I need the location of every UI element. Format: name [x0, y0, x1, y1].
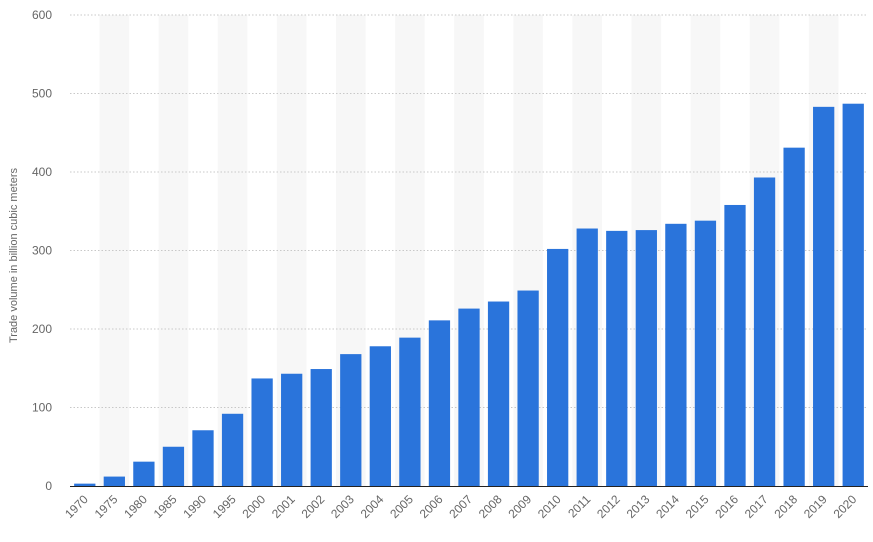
- x-tick-label: 2008: [476, 492, 505, 521]
- bar-2008: [487, 301, 510, 486]
- x-tick-label: 1985: [151, 492, 180, 521]
- bar-1970: [74, 483, 96, 486]
- bar-2011: [576, 228, 598, 486]
- bar-2017: [753, 177, 776, 486]
- x-tick-label: 2019: [801, 492, 830, 521]
- bar-2018: [783, 147, 805, 487]
- y-tick-label: 600: [32, 8, 52, 22]
- y-tick-label: 500: [32, 87, 52, 101]
- x-tick-label: 2016: [712, 492, 741, 521]
- x-tick-label: 2002: [299, 492, 328, 521]
- bar-2014: [665, 223, 687, 486]
- x-tick-label: 2010: [535, 492, 564, 521]
- x-tick-label: 1970: [62, 492, 91, 521]
- x-tick-label: 2006: [417, 492, 446, 521]
- x-tick-label: 2001: [269, 492, 298, 521]
- x-tick-label: 2018: [771, 492, 800, 521]
- bar-2001: [281, 373, 303, 486]
- bar-2009: [517, 290, 539, 486]
- y-axis-title: Trade volume in billion cubic meters: [8, 167, 20, 343]
- x-tick-label: 2009: [505, 492, 534, 521]
- bar-2005: [399, 337, 421, 486]
- bar-2012: [606, 230, 628, 486]
- x-tick-label: 2017: [742, 492, 771, 521]
- x-tick-label: 1975: [92, 492, 121, 521]
- x-tick-label: 2005: [387, 492, 416, 521]
- y-tick-label: 300: [32, 244, 52, 258]
- x-tick-label: 2003: [328, 492, 357, 521]
- bar-1980: [133, 461, 155, 486]
- bar-2003: [340, 354, 362, 486]
- background-band: [158, 15, 189, 486]
- y-tick-label: 0: [45, 479, 52, 493]
- y-tick-label: 400: [32, 165, 52, 179]
- x-tick-label: 2015: [683, 492, 712, 521]
- background-band: [99, 15, 130, 486]
- x-tick-label: 2004: [358, 492, 387, 521]
- bar-2013: [635, 230, 657, 486]
- bar-2015: [694, 220, 717, 487]
- x-tick-label: 1980: [121, 492, 150, 521]
- bar-1990: [192, 430, 214, 486]
- y-axis-tick-labels: 0 100 200 300 400 500 600: [32, 8, 52, 493]
- x-tick-label: 2000: [239, 492, 268, 521]
- x-tick-label: 2011: [565, 492, 593, 520]
- x-tick-label: 2007: [446, 492, 475, 521]
- bar-2019: [813, 106, 835, 486]
- x-tick-label: 1990: [180, 492, 209, 521]
- x-tick-label: 2014: [653, 492, 682, 521]
- x-tick-label: 2012: [594, 492, 623, 521]
- bar-2007: [458, 308, 480, 486]
- x-axis-tick-labels: 1970 1975 1980 1985 1990 1995 2000 2001 2002 2003…: [62, 492, 859, 521]
- y-tick-label: 100: [32, 401, 52, 415]
- x-tick-label: 2013: [624, 492, 653, 521]
- bar-2000: [251, 378, 273, 486]
- bar-2002: [310, 369, 332, 486]
- bar-2010: [547, 248, 569, 486]
- bar-1985: [162, 446, 185, 486]
- bar-2006: [428, 320, 451, 486]
- x-tick-label: 2020: [831, 492, 860, 521]
- bar-1995: [221, 413, 244, 486]
- bar-2004: [369, 346, 391, 486]
- y-tick-label: 200: [32, 322, 52, 336]
- bars: [74, 103, 864, 487]
- x-tick-label: 1995: [210, 492, 239, 521]
- bar-2016: [724, 204, 746, 486]
- bar-1975: [103, 476, 125, 486]
- bar-2020: [842, 103, 864, 486]
